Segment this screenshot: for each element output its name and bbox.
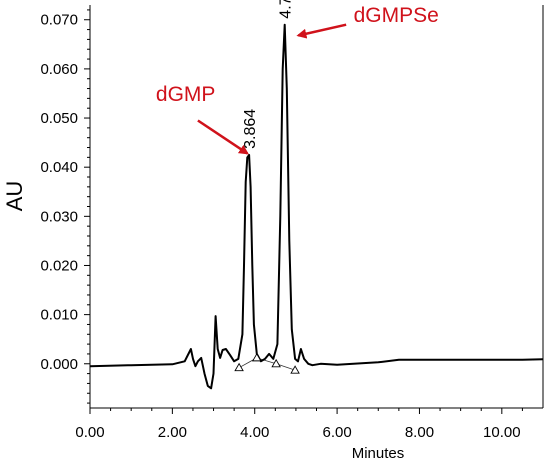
annotation-label: dGMP — [156, 83, 216, 106]
x-tick-label: 4.00 — [240, 424, 269, 441]
x-axis-title: Minutes — [352, 445, 405, 462]
x-axis-ticks: 0.00 2.00 4.00 6.00 8.00 10.00 — [75, 408, 523, 441]
axes — [89, 5, 544, 409]
x-tick-label: 6.00 — [322, 424, 351, 441]
integration-baseline — [238, 357, 296, 371]
y-tick-label: 0.070 — [40, 12, 78, 29]
y-tick-label: 0.050 — [40, 110, 78, 127]
x-tick-label: 10.00 — [483, 424, 521, 441]
x-tick-label: 2.00 — [158, 424, 187, 441]
y-tick-label: 0.060 — [40, 61, 78, 78]
baseline-line — [238, 357, 296, 371]
y-tick-label: 0.020 — [40, 257, 78, 274]
baseline-marker — [252, 352, 262, 362]
baseline-markers — [234, 352, 300, 374]
x-tick-label: 8.00 — [405, 424, 434, 441]
baseline-marker — [271, 358, 281, 368]
chromatogram-series — [89, 23, 544, 390]
y-axis-ticks: 0.000 0.010 0.020 0.030 0.040 0.050 0.060 0.070 — [40, 9, 90, 404]
y-tick-label: 0.000 — [40, 356, 78, 373]
chromatogram-trace — [89, 23, 544, 390]
y-axis-title: AU — [2, 181, 27, 212]
y-tick-label: 0.030 — [40, 208, 78, 225]
annotation-arrow — [296, 23, 347, 39]
peak-labels: 3.864 4.729 — [242, 0, 295, 149]
annotation-arrow — [197, 119, 249, 155]
peak-label: 4.729 — [278, 0, 295, 19]
peak-label: 3.864 — [242, 109, 259, 149]
y-tick-label: 0.010 — [40, 307, 78, 324]
baseline-marker — [234, 362, 244, 372]
annotation-label: dGMPSe — [354, 4, 439, 27]
y-tick-label: 0.040 — [40, 159, 78, 176]
x-tick-label: 0.00 — [75, 424, 104, 441]
baseline-marker — [290, 365, 300, 374]
annotations: dGMP dGMPSe — [156, 4, 439, 155]
